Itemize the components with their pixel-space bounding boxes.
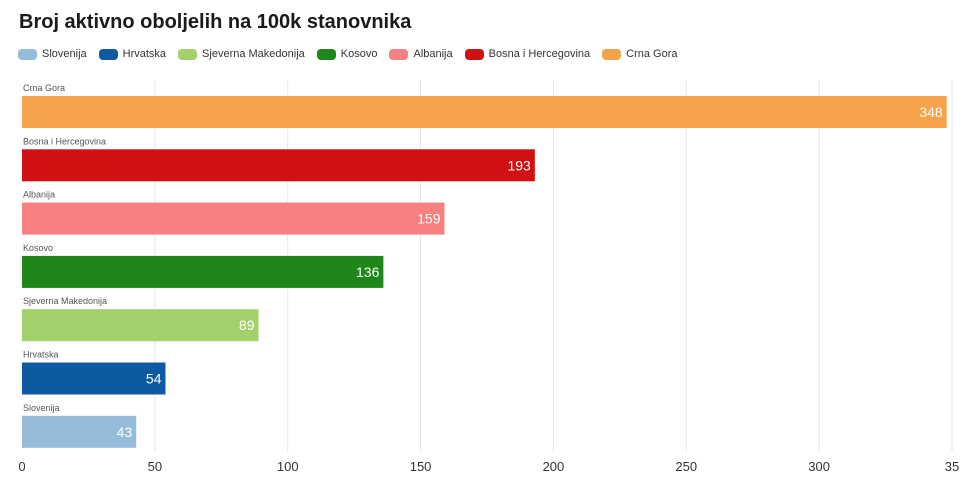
legend-swatch (18, 48, 37, 60)
data-label: 136 (356, 264, 380, 280)
legend-swatch (178, 48, 198, 60)
chart-legend: Slovenija Hrvatska Sjeverna Makedonija K… (18, 48, 690, 60)
legend-swatch (316, 48, 336, 60)
legend-item[interactable]: Crna Gora (602, 48, 678, 60)
legend-item[interactable]: Bosna i Hercegovina (464, 48, 591, 60)
legend-item[interactable]: Sjeverna Makedonija (178, 48, 305, 60)
legend-label: Crna Gora (626, 48, 678, 60)
category-label: Hrvatska (23, 350, 59, 360)
data-label: 159 (417, 211, 441, 227)
legend-item[interactable]: Kosovo (316, 48, 378, 60)
legend-label: Bosna i Hercegovina (488, 48, 591, 60)
x-tick-label: 300 (808, 459, 830, 474)
data-label: 54 (146, 371, 162, 387)
data-label: 193 (507, 157, 531, 173)
category-label: Sjeverna Makedonija (23, 296, 107, 306)
bar[interactable] (22, 96, 947, 128)
category-label: Slovenija (23, 403, 60, 413)
legend-label: Albanija (413, 48, 453, 60)
x-tick-label: 100 (277, 459, 299, 474)
category-label: Bosna i Hercegovina (23, 136, 106, 146)
data-label: 43 (117, 424, 133, 440)
legend-item[interactable]: Hrvatska (98, 48, 167, 60)
x-tick-label: 35 (945, 459, 959, 474)
legend-label: Kosovo (340, 48, 378, 60)
category-label: Albanija (23, 190, 55, 200)
x-tick-label: 50 (148, 459, 162, 474)
data-label: 89 (239, 317, 255, 333)
bar[interactable] (22, 309, 259, 342)
chart-title: Broj aktivno oboljelih na 100k stanovnik… (19, 11, 412, 33)
bar[interactable] (22, 362, 166, 395)
legend-label: Slovenija (42, 48, 87, 60)
bar[interactable] (22, 202, 445, 235)
x-tick-label: 150 (410, 459, 432, 474)
category-label: Crna Gora (23, 83, 65, 93)
legend-swatch (464, 48, 484, 60)
x-tick-label: 250 (675, 459, 697, 474)
legend-item[interactable]: Slovenija (18, 48, 87, 60)
legend-label: Sjeverna Makedonija (202, 48, 305, 60)
bar[interactable] (22, 149, 535, 182)
legend-item[interactable]: Albanija (389, 48, 453, 60)
x-tick-label: 0 (18, 459, 25, 474)
legend-swatch (389, 48, 409, 60)
category-label: Kosovo (23, 243, 53, 253)
x-tick-label: 200 (543, 459, 565, 474)
bar[interactable] (22, 255, 384, 288)
legend-swatch (98, 48, 118, 60)
legend-swatch (602, 48, 622, 60)
legend-label: Hrvatska (122, 48, 167, 60)
data-label: 348 (919, 104, 943, 120)
bar[interactable] (22, 415, 137, 448)
